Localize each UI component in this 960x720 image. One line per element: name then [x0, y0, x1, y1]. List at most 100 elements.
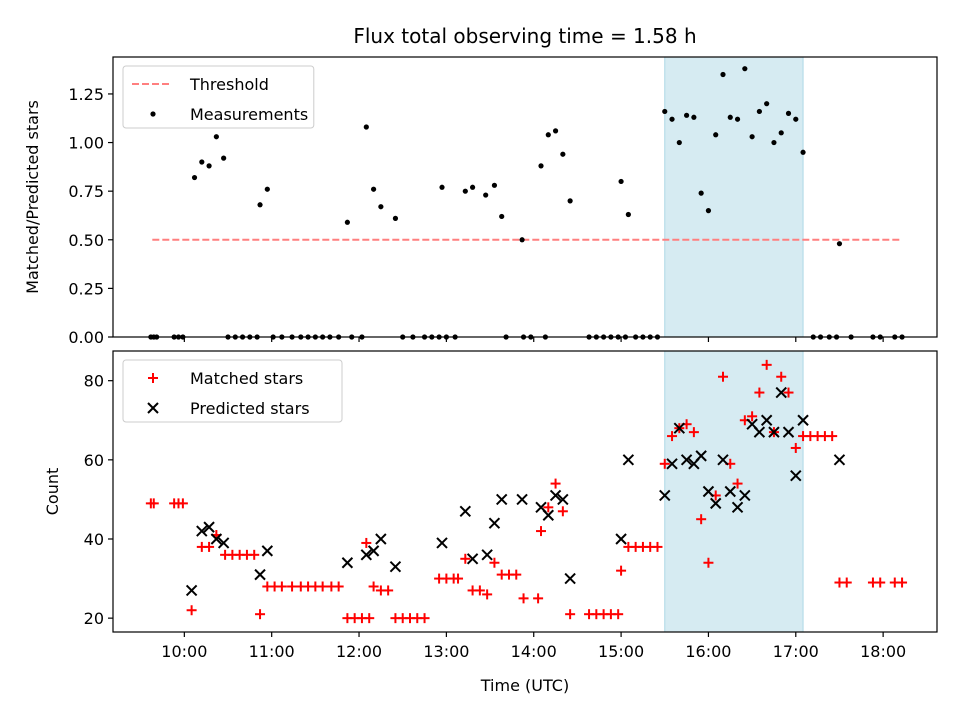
- data-point: [495, 493, 508, 506]
- data-point: [747, 411, 758, 422]
- data-point: [460, 553, 471, 564]
- data-point: [696, 514, 707, 525]
- data-point: [542, 509, 555, 521]
- data-point: [790, 469, 802, 482]
- x-tick-label: 13:00: [423, 642, 469, 661]
- data-point: [177, 498, 188, 509]
- data-point: [673, 422, 686, 434]
- legend-label: Measurements: [190, 105, 308, 124]
- data-point: [533, 593, 544, 604]
- data-point: [210, 533, 223, 545]
- x-tick-label: 11:00: [249, 642, 295, 661]
- data-point: [727, 114, 733, 120]
- x-tick-label: 17:00: [773, 642, 819, 661]
- data-point: [361, 537, 372, 548]
- legend-item: Matched stars: [148, 369, 303, 388]
- data-point: [466, 553, 479, 565]
- data-point: [756, 108, 762, 115]
- data-point: [196, 525, 208, 537]
- data-point: [567, 198, 573, 204]
- legend: Threshold Measurements: [122, 65, 315, 129]
- data-point: [439, 184, 445, 190]
- data-point: [841, 577, 852, 588]
- legend-box: [122, 359, 343, 423]
- y-tick-label: 40: [84, 530, 104, 549]
- data-point: [613, 609, 624, 620]
- data-point: [739, 489, 751, 502]
- data-point: [511, 569, 522, 580]
- data-point: [666, 458, 678, 470]
- legend-box: [122, 65, 315, 129]
- data-point: [491, 182, 498, 188]
- data-point: [287, 581, 298, 592]
- data-point: [683, 112, 690, 118]
- data-point: [489, 557, 500, 568]
- y-tick-label: 0.00: [68, 328, 104, 347]
- x-tick-label: 12:00: [336, 642, 382, 661]
- data-point: [720, 71, 726, 78]
- data-point: [557, 493, 569, 506]
- series-predicted-stars: [185, 386, 846, 597]
- data-point: [483, 192, 489, 198]
- data-point: [206, 163, 212, 169]
- data-point: [344, 219, 350, 225]
- legend: Matched stars Predicted stars: [122, 359, 343, 423]
- data-point: [191, 174, 198, 181]
- data-point: [565, 609, 576, 620]
- data-point: [790, 442, 801, 453]
- data-point: [782, 426, 795, 438]
- y-tick-label: 1.00: [68, 134, 104, 153]
- x-tick-label: 16:00: [685, 642, 731, 661]
- data-point: [836, 241, 843, 247]
- observing-window-span: [664, 56, 804, 338]
- bottom-panel: 20 40 60 80 10:00 11:00 12:00 13:00 14:00 15:00 16…: [43, 350, 938, 695]
- data-point: [333, 581, 344, 592]
- top-panel: 0.00 0.25 0.50 0.75 1.00 1.25 Matched/Predicte…: [23, 56, 938, 347]
- x-tick-label: 15:00: [598, 642, 644, 661]
- data-point: [370, 186, 377, 192]
- data-point: [199, 159, 205, 165]
- data-point: [691, 114, 697, 120]
- data-point: [662, 108, 668, 115]
- data-point: [254, 568, 266, 581]
- axes-frame: [112, 350, 938, 633]
- data-point: [800, 149, 806, 155]
- data-point: [732, 478, 743, 489]
- data-point: [186, 605, 197, 616]
- y-axis-label: Count: [43, 468, 62, 516]
- data-point: [543, 502, 554, 513]
- data-point: [615, 533, 627, 545]
- x-tick-label: 18:00: [860, 642, 906, 661]
- data-point: [680, 454, 693, 466]
- data-point: [764, 101, 770, 107]
- data-point: [363, 124, 369, 130]
- data-point: [436, 537, 448, 549]
- legend-swatch: [147, 402, 159, 414]
- series-measurements: [148, 66, 905, 340]
- data-point: [622, 454, 635, 466]
- y-tick-label: 80: [84, 372, 104, 391]
- data-point: [367, 545, 380, 557]
- data-point: [276, 581, 287, 592]
- data-point: [564, 572, 576, 585]
- data-point: [760, 414, 773, 426]
- x-tick-label: 10:00: [161, 642, 207, 661]
- data-point: [724, 485, 736, 498]
- data-point: [360, 549, 373, 561]
- data-point: [364, 613, 375, 624]
- data-point: [341, 557, 354, 569]
- legend-label: Predicted stars: [190, 399, 310, 418]
- legend-item: Measurements: [150, 105, 308, 124]
- data-point: [375, 533, 387, 545]
- data-point: [698, 190, 704, 196]
- data-point: [488, 517, 501, 529]
- data-point: [257, 202, 263, 208]
- data-point: [213, 134, 219, 140]
- data-point: [616, 565, 627, 576]
- data-point: [778, 130, 784, 136]
- data-point: [317, 581, 328, 592]
- data-point: [710, 497, 722, 510]
- y-tick-label: 60: [84, 451, 104, 470]
- data-point: [516, 493, 528, 506]
